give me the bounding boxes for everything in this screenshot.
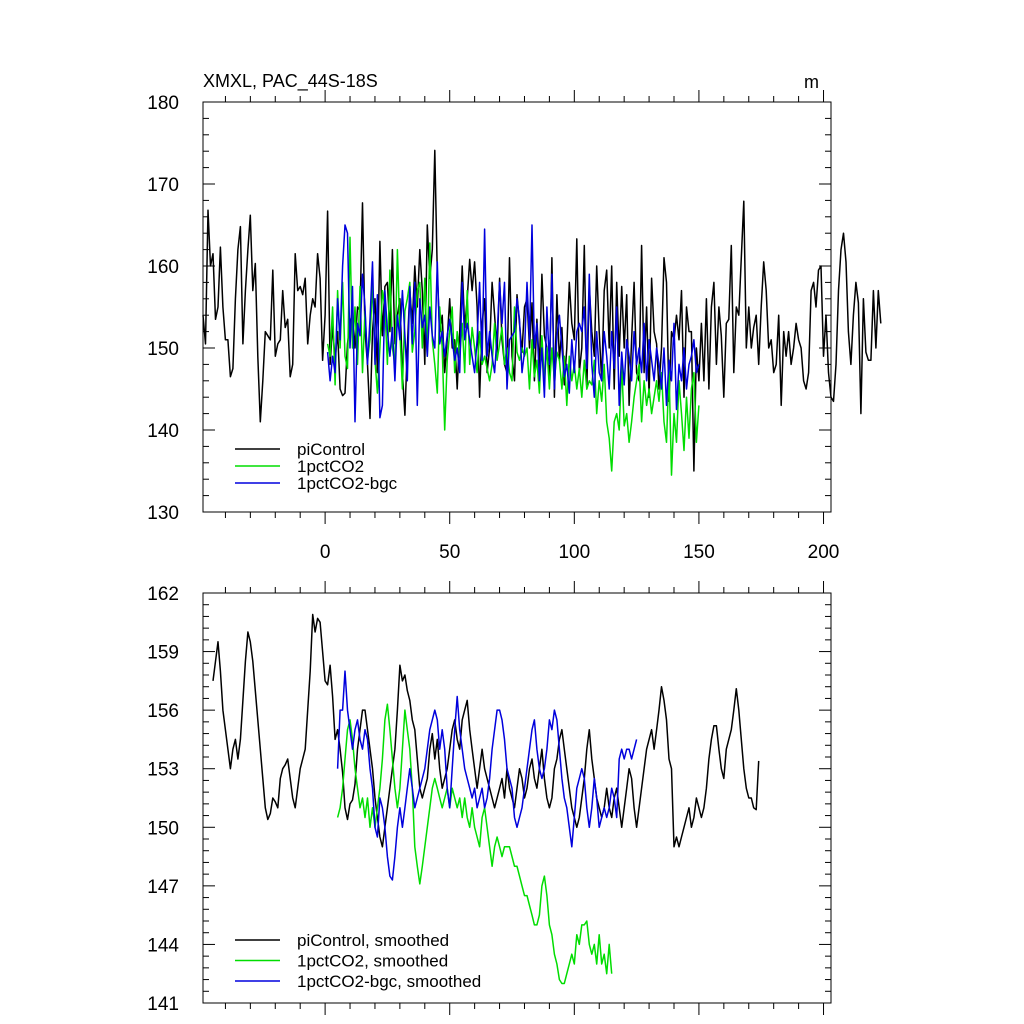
y-tick-label: 130: [147, 503, 179, 524]
y-tick-label: 153: [147, 760, 179, 781]
chart-title: XMXL, PAC_44S-18S: [203, 71, 378, 92]
y-tick-label: 140: [147, 421, 179, 442]
legend-label-picontrol: piControl: [297, 440, 365, 459]
legend-label-1pctco2-bgc: 1pctCO2-bgc: [297, 474, 398, 493]
y-tick-label: 180: [147, 93, 179, 114]
y-tick-label: 170: [147, 175, 179, 196]
x-tick-label: 0: [320, 542, 331, 563]
x-tick-label: 100: [558, 542, 590, 563]
y-tick-label: 156: [147, 701, 179, 722]
series-line-1pctco2-smoothed: [336, 703, 613, 985]
series-line-1pctco2-bgc: [326, 224, 700, 423]
series-line-picontrol-smoothed: [212, 613, 760, 848]
x-tick-label: 150: [683, 542, 715, 563]
x-tick-label: 50: [439, 542, 460, 563]
legend-label-picontrol-smoothed: piControl, smoothed: [297, 931, 449, 950]
series-line-picontrol: [202, 149, 882, 472]
series-line-1pctco2-bgc-smoothed: [336, 670, 638, 881]
plot-frame: [202, 101, 832, 513]
y-tick-label: 147: [147, 877, 179, 898]
y-tick-label: 144: [147, 935, 179, 956]
top-panel: 130 140 150 160 170 180 0 50 100 150 200 XMXL, PAC_…: [147, 71, 882, 563]
legend-label-1pctco2: 1pctCO2: [297, 457, 364, 476]
y-tick-label: 160: [147, 257, 179, 278]
plot-frame: [202, 592, 832, 1004]
legend-label-1pctco2-bgc-smoothed: 1pctCO2-bgc, smoothed: [297, 972, 481, 991]
bottom-panel: 141 144 147 150 153 156 159 162 piControl, smoot…: [147, 581, 832, 1015]
y-tick-label: 150: [147, 818, 179, 839]
y-tick-label: 150: [147, 339, 179, 360]
y-tick-label: 159: [147, 643, 179, 664]
legend-label-1pctco2-smoothed: 1pctCO2, smoothed: [297, 952, 448, 971]
x-tick-label: 200: [808, 542, 840, 563]
series-line-1pctco2: [326, 236, 700, 476]
units-label: m: [804, 72, 819, 92]
y-tick-label: 141: [147, 994, 179, 1015]
y-tick-label: 162: [147, 584, 179, 605]
